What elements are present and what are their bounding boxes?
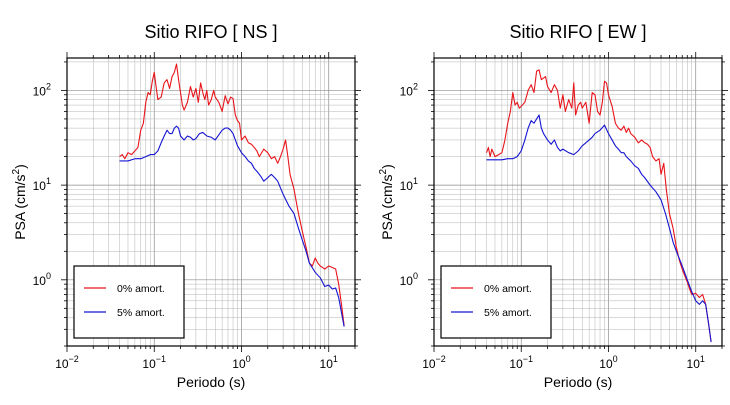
y-axis-label: PSA (cm/s2) [11,164,28,240]
x-tick-label: 101 [687,354,705,371]
y-tick-label: 101 [33,176,51,193]
panel-ew: Sitio RIFO [ EW ] 10−2 10−1 100 10110010110… [378,22,728,390]
y-tick-label: 102 [33,81,51,98]
x-tick-label: 100 [232,354,250,371]
x-axis-label: Periodo (s) [544,374,612,390]
axis-ticks: 10−2 10−1 100 101 100 101 102 [33,52,361,371]
x-tick-label: 10−2 [422,354,446,371]
legend-label-damped: 5% amort. [484,307,532,319]
x-tick-label: 10−2 [55,354,79,371]
series-line-undamped [486,69,712,343]
x-tick-label: 100 [599,354,617,371]
legend-box [440,265,552,339]
axis-ticks: 10−2 10−1 100 101 100 101 102 [400,52,728,371]
series-line-undamped [119,63,345,326]
chart-title: Sitio RIFO [ NS ] [144,22,277,42]
x-tick-label: 10−1 [509,354,533,371]
panel-ns: Sitio RIFO [ NS ] 10−2 10−1 100 10110010110… [11,22,361,390]
y-tick-label: 100 [400,271,418,288]
plot-frame [66,57,356,347]
series-lines [119,63,345,327]
y-tick-label: 100 [33,271,51,288]
legend-label-damped: 5% amort. [117,307,165,319]
y-tick-label: 102 [400,81,418,98]
series-lines [486,69,712,343]
legend-label-undamped: 0% amort. [117,283,165,295]
x-tick-label: 101 [320,354,338,371]
series-line-damped [486,114,712,343]
y-axis-label: PSA (cm/s2) [378,164,395,240]
plot-frame [433,57,723,347]
x-axis-label: Periodo (s) [177,374,245,390]
legend-label-undamped: 0% amort. [484,283,532,295]
x-tick-label: 10−1 [142,354,166,371]
legend-box [73,265,185,339]
series-line-damped [119,125,345,327]
y-tick-label: 101 [400,176,418,193]
chart-title: Sitio RIFO [ EW ] [509,22,646,42]
legend: 0% amort. 5% amort. [73,265,185,339]
legend: 0% amort. 5% amort. [440,265,552,339]
